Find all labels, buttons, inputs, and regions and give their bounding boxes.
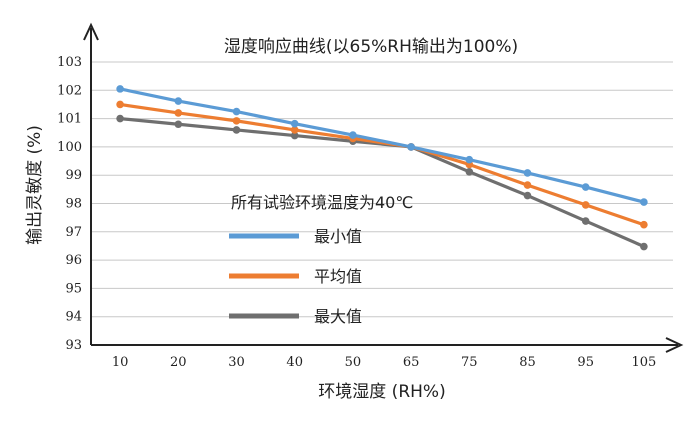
data-point [232,126,241,134]
y-tick-label: 101 [57,112,82,127]
series-line [119,102,645,227]
y-tick-label: 102 [57,83,82,98]
x-axis-arrow [665,337,684,353]
data-point [232,107,241,116]
x-tick-labels: 10 20 30 40 50 65 75 85 95 105 [112,355,656,370]
axes [83,22,684,353]
y-tick-label: 99 [65,168,82,183]
series-lines [116,85,648,251]
data-point [174,97,183,105]
y-tick-label: 94 [65,310,82,325]
data-point [174,120,183,129]
x-tick-label: 105 [631,355,656,370]
data-point [523,181,532,189]
data-point [581,183,590,191]
data-point [640,220,648,229]
data-point [116,85,124,93]
chart-title: 湿度响应曲线(以65%RH输出为100%) [224,37,518,57]
data-point [290,119,299,128]
data-point [290,131,299,140]
x-tick-label: 95 [577,355,594,370]
y-axis-label: 输出灵敏度 (%) [25,125,45,245]
x-tick-label: 20 [170,355,187,370]
series-1 [116,100,648,229]
y-tick-labels: 93 94 95 96 97 98 99 100 101 102 103 [57,55,82,353]
data-point [640,242,648,251]
series-0 [116,85,648,206]
legend-label: 最小值 [314,227,362,246]
x-tick-label: 65 [403,355,420,370]
data-point [174,109,183,117]
data-point [523,191,532,200]
legend-label: 平均值 [314,267,362,286]
x-tick-label: 30 [228,355,245,370]
data-point [349,131,357,139]
y-tick-label: 95 [65,281,82,296]
x-axis-label: 环境湿度 (RH%) [318,382,445,402]
series-line [119,87,645,204]
gridlines [91,61,673,318]
y-tick-label: 93 [65,338,82,353]
legend-label: 最大值 [314,307,362,326]
data-point [232,117,241,125]
data-point [290,126,299,134]
y-tick-label: 103 [57,55,82,70]
data-point [407,143,415,151]
data-point [465,168,474,176]
x-tick-label: 40 [286,355,303,370]
x-tick-label: 85 [519,355,536,370]
y-tick-label: 97 [65,225,82,240]
data-point [116,114,124,123]
data-point [116,100,124,109]
data-point [465,155,474,164]
data-point [640,198,648,206]
x-tick-label: 50 [345,355,362,370]
y-tick-label: 100 [57,140,82,155]
x-tick-label: 75 [461,355,478,370]
y-axis-arrow [83,22,99,41]
x-tick-label: 10 [112,355,129,370]
y-tick-label: 98 [65,197,82,212]
y-tick-label: 96 [65,253,82,268]
legend-title: 所有试验环境温度为40℃ [231,193,413,212]
data-point [581,217,590,225]
data-point [523,169,532,177]
data-point [581,201,590,209]
